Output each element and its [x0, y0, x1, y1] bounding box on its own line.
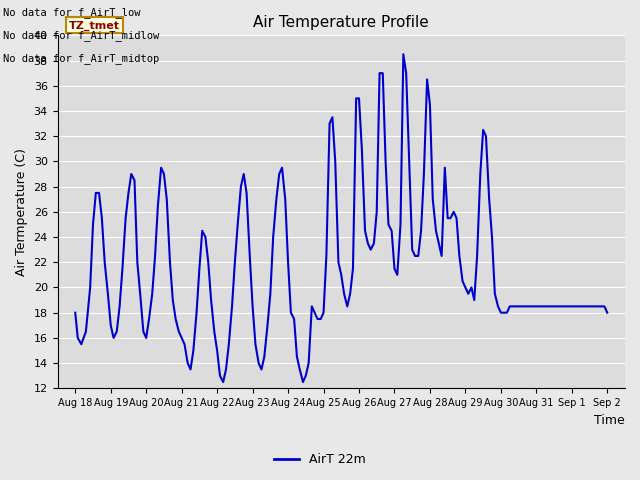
- Title: Air Temperature Profile: Air Temperature Profile: [253, 15, 429, 30]
- Text: No data for f_AirT_midlow: No data for f_AirT_midlow: [3, 30, 159, 41]
- Text: No data for f_AirT_low: No data for f_AirT_low: [3, 7, 141, 18]
- Text: No data for f_AirT_midtop: No data for f_AirT_midtop: [3, 53, 159, 64]
- X-axis label: Time: Time: [595, 414, 625, 427]
- Y-axis label: Air Termperature (C): Air Termperature (C): [15, 148, 28, 276]
- Text: TZ_tmet: TZ_tmet: [69, 20, 120, 31]
- Legend: AirT 22m: AirT 22m: [269, 448, 371, 471]
